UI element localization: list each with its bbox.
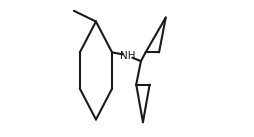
Text: NH: NH — [120, 51, 135, 61]
